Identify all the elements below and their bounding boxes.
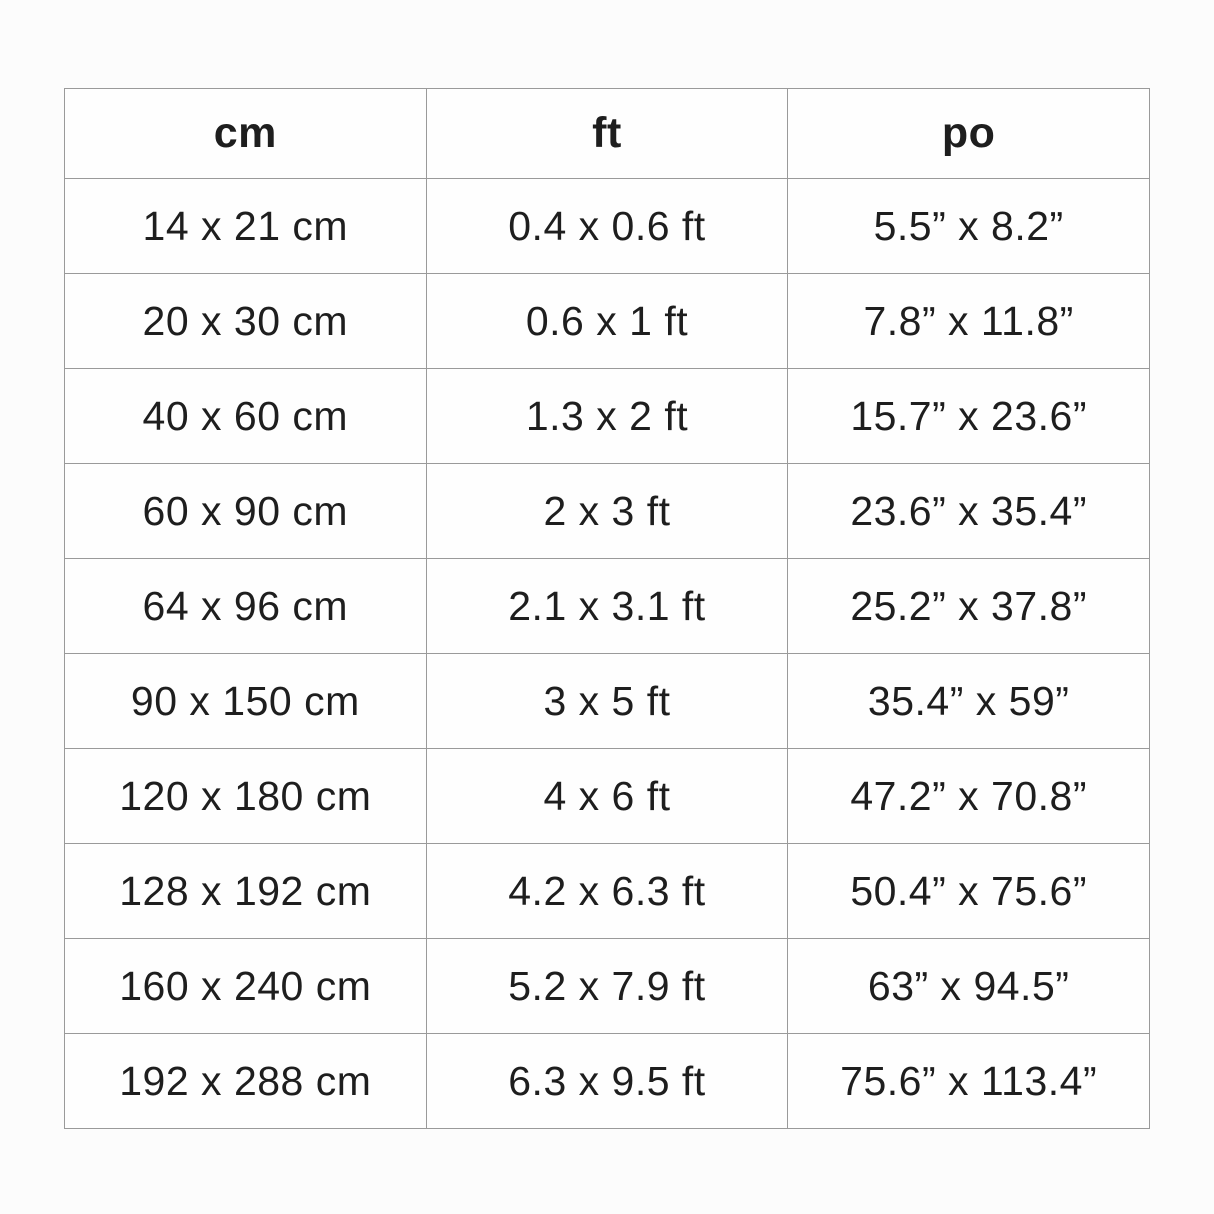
cell-cm: 64 x 96 cm	[64, 558, 427, 654]
cell-po: 15.7” x 23.6”	[787, 368, 1150, 464]
table-row: 192 x 288 cm 6.3 x 9.5 ft 75.6” x 113.4”	[64, 1033, 1150, 1129]
cell-cm: 90 x 150 cm	[64, 653, 427, 749]
cell-po: 5.5” x 8.2”	[787, 178, 1150, 274]
table-body: 14 x 21 cm 0.4 x 0.6 ft 5.5” x 8.2” 20 x…	[64, 178, 1150, 1129]
header-row: cm ft po	[64, 88, 1150, 179]
cell-ft: 3 x 5 ft	[425, 653, 789, 749]
cell-ft: 0.4 x 0.6 ft	[425, 178, 789, 274]
cell-cm: 128 x 192 cm	[64, 843, 427, 939]
header-cell-ft: ft	[425, 88, 789, 179]
cell-cm: 192 x 288 cm	[64, 1033, 427, 1129]
table-row: 14 x 21 cm 0.4 x 0.6 ft 5.5” x 8.2”	[64, 178, 1150, 274]
cell-ft: 2.1 x 3.1 ft	[425, 558, 789, 654]
cell-cm: 120 x 180 cm	[64, 748, 427, 844]
table-row: 40 x 60 cm 1.3 x 2 ft 15.7” x 23.6”	[64, 368, 1150, 464]
cell-ft: 1.3 x 2 ft	[425, 368, 789, 464]
table-row: 120 x 180 cm 4 x 6 ft 47.2” x 70.8”	[64, 748, 1150, 844]
cell-po: 35.4” x 59”	[787, 653, 1150, 749]
cell-po: 47.2” x 70.8”	[787, 748, 1150, 844]
size-conversion-table: cm ft po 14 x 21 cm 0.4 x 0.6 ft 5.5” x …	[64, 88, 1150, 1129]
cell-cm: 20 x 30 cm	[64, 273, 427, 369]
cell-cm: 14 x 21 cm	[64, 178, 427, 274]
cell-ft: 2 x 3 ft	[425, 463, 789, 559]
table-row: 128 x 192 cm 4.2 x 6.3 ft 50.4” x 75.6”	[64, 843, 1150, 939]
table-row: 64 x 96 cm 2.1 x 3.1 ft 25.2” x 37.8”	[64, 558, 1150, 654]
header-cell-po: po	[787, 88, 1150, 179]
table-row: 90 x 150 cm 3 x 5 ft 35.4” x 59”	[64, 653, 1150, 749]
cell-po: 63” x 94.5”	[787, 938, 1150, 1034]
cell-ft: 6.3 x 9.5 ft	[425, 1033, 789, 1129]
cell-ft: 5.2 x 7.9 ft	[425, 938, 789, 1034]
cell-po: 23.6” x 35.4”	[787, 463, 1150, 559]
cell-ft: 0.6 x 1 ft	[425, 273, 789, 369]
header-cell-cm: cm	[64, 88, 427, 179]
table-row: 160 x 240 cm 5.2 x 7.9 ft 63” x 94.5”	[64, 938, 1150, 1034]
cell-ft: 4 x 6 ft	[425, 748, 789, 844]
cell-cm: 60 x 90 cm	[64, 463, 427, 559]
table-row: 60 x 90 cm 2 x 3 ft 23.6” x 35.4”	[64, 463, 1150, 559]
cell-po: 25.2” x 37.8”	[787, 558, 1150, 654]
cell-cm: 160 x 240 cm	[64, 938, 427, 1034]
cell-po: 7.8” x 11.8”	[787, 273, 1150, 369]
cell-ft: 4.2 x 6.3 ft	[425, 843, 789, 939]
table-row: 20 x 30 cm 0.6 x 1 ft 7.8” x 11.8”	[64, 273, 1150, 369]
cell-po: 50.4” x 75.6”	[787, 843, 1150, 939]
cell-cm: 40 x 60 cm	[64, 368, 427, 464]
cell-po: 75.6” x 113.4”	[787, 1033, 1150, 1129]
table-header: cm ft po	[64, 88, 1150, 179]
